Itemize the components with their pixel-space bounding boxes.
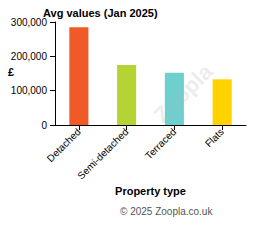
svg-text:0: 0 <box>41 120 47 131</box>
svg-text:Zoopla: Zoopla <box>149 58 218 127</box>
svg-text:100,000: 100,000 <box>11 85 48 96</box>
svg-text:Terraced: Terraced <box>143 126 178 161</box>
svg-text:Semi-detached: Semi-detached <box>75 126 130 181</box>
svg-text:Property type: Property type <box>115 185 186 197</box>
svg-text:Detached: Detached <box>45 126 83 164</box>
svg-text:Flats: Flats <box>203 126 226 149</box>
svg-text:300,000: 300,000 <box>11 17 48 28</box>
svg-text:© 2025 Zoopla.co.uk: © 2025 Zoopla.co.uk <box>120 206 213 217</box>
svg-text:£: £ <box>8 66 14 78</box>
svg-text:200,000: 200,000 <box>11 51 48 62</box>
svg-text:Avg values (Jan 2025): Avg values (Jan 2025) <box>43 7 158 19</box>
